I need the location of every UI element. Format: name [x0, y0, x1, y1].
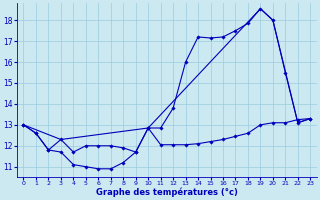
X-axis label: Graphe des températures (°c): Graphe des températures (°c) — [96, 187, 238, 197]
